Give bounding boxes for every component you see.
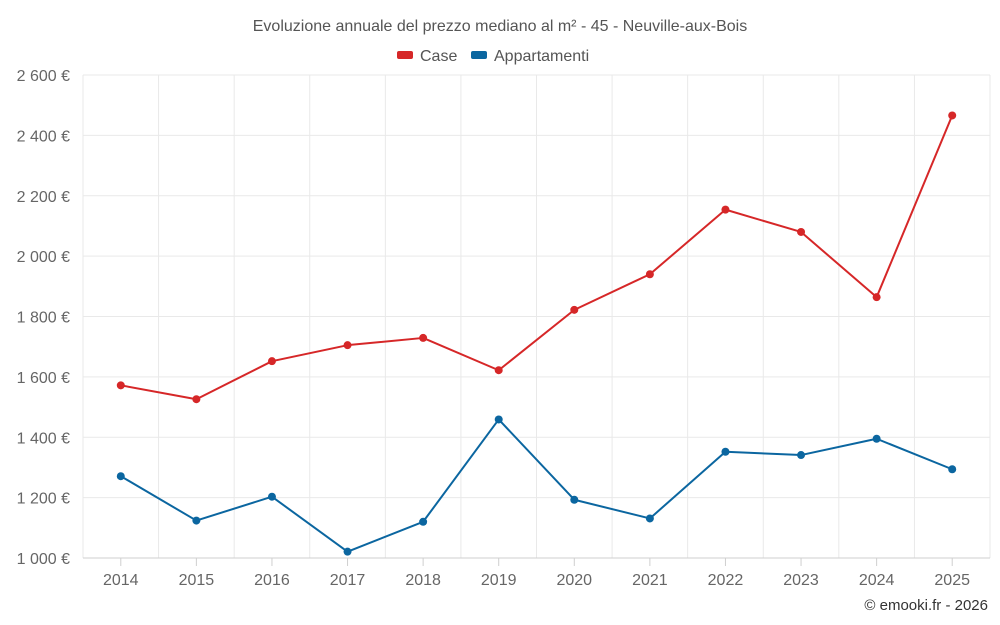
data-point-appartamenti[interactable] [494, 415, 503, 424]
data-point-case[interactable] [872, 293, 881, 302]
data-point-appartamenti[interactable] [116, 472, 125, 481]
data-point-case[interactable] [343, 341, 352, 350]
x-tick-label: 2015 [179, 572, 215, 589]
x-tick-label: 2018 [405, 572, 441, 589]
series-case [116, 111, 957, 404]
data-point-appartamenti[interactable] [872, 434, 881, 443]
x-tick-label: 2021 [632, 572, 668, 589]
legend-label-case: Case [420, 48, 457, 65]
y-tick-label: 1 800 € [17, 310, 70, 327]
legend-label-appartamenti: Appartamenti [494, 48, 589, 65]
data-point-appartamenti[interactable] [343, 547, 352, 556]
data-point-case[interactable] [797, 227, 806, 236]
data-point-appartamenti[interactable] [645, 514, 654, 523]
data-point-appartamenti[interactable] [419, 517, 428, 526]
y-tick-label: 1 200 € [17, 491, 70, 508]
data-point-appartamenti[interactable] [721, 447, 730, 456]
axis-layer: 1 000 € 1 200 € 1 400 € 1 600 € 1 800 € 2 000… [17, 68, 990, 589]
series-layer [116, 111, 957, 556]
data-point-case[interactable] [419, 333, 428, 342]
y-tick-label: 1 000 € [17, 551, 70, 568]
credit-text: © emooki.fr - 2026 [864, 597, 988, 614]
y-tick-label: 2 600 € [17, 68, 70, 85]
x-tick-label: 2014 [103, 572, 139, 589]
chart-title: Evoluzione annuale del prezzo mediano al… [253, 18, 747, 35]
x-tick-label: 2019 [481, 572, 517, 589]
data-point-appartamenti[interactable] [267, 492, 276, 501]
x-tick-label: 2017 [330, 572, 366, 589]
data-point-case[interactable] [494, 366, 503, 375]
x-tick-label: 2024 [859, 572, 895, 589]
x-tick-label: 2022 [708, 572, 744, 589]
legend[interactable]: Case Appartamenti [397, 48, 589, 65]
y-tick-label: 2 200 € [17, 189, 70, 206]
series-line-case [120, 115, 954, 401]
y-tick-label: 2 400 € [17, 128, 70, 145]
x-tick-label: 2016 [254, 572, 290, 589]
series-line-appartamenti [120, 418, 953, 553]
legend-swatch-case [397, 51, 413, 59]
data-point-case[interactable] [192, 395, 201, 404]
legend-item-appartamenti[interactable]: Appartamenti [471, 48, 589, 65]
x-tick-label: 2023 [783, 572, 819, 589]
y-tick-label: 1 600 € [17, 370, 70, 387]
data-point-appartamenti[interactable] [948, 465, 957, 474]
legend-swatch-appartamenti [471, 51, 487, 59]
x-tick-label: 2025 [934, 572, 970, 589]
data-point-appartamenti[interactable] [797, 451, 806, 460]
data-point-appartamenti[interactable] [192, 516, 201, 525]
data-point-case[interactable] [645, 270, 654, 279]
y-tick-label: 2 000 € [17, 249, 70, 266]
data-point-case[interactable] [948, 111, 957, 120]
x-tick-label: 2020 [556, 572, 592, 589]
legend-item-case[interactable]: Case [397, 48, 457, 65]
data-point-case[interactable] [267, 357, 276, 366]
grid-layer [82, 74, 991, 558]
y-tick-label: 1 400 € [17, 430, 70, 447]
data-point-case[interactable] [116, 381, 125, 390]
data-point-appartamenti[interactable] [570, 495, 579, 504]
data-point-case[interactable] [721, 205, 730, 214]
data-point-case[interactable] [570, 305, 579, 314]
series-appartamenti [116, 415, 957, 556]
